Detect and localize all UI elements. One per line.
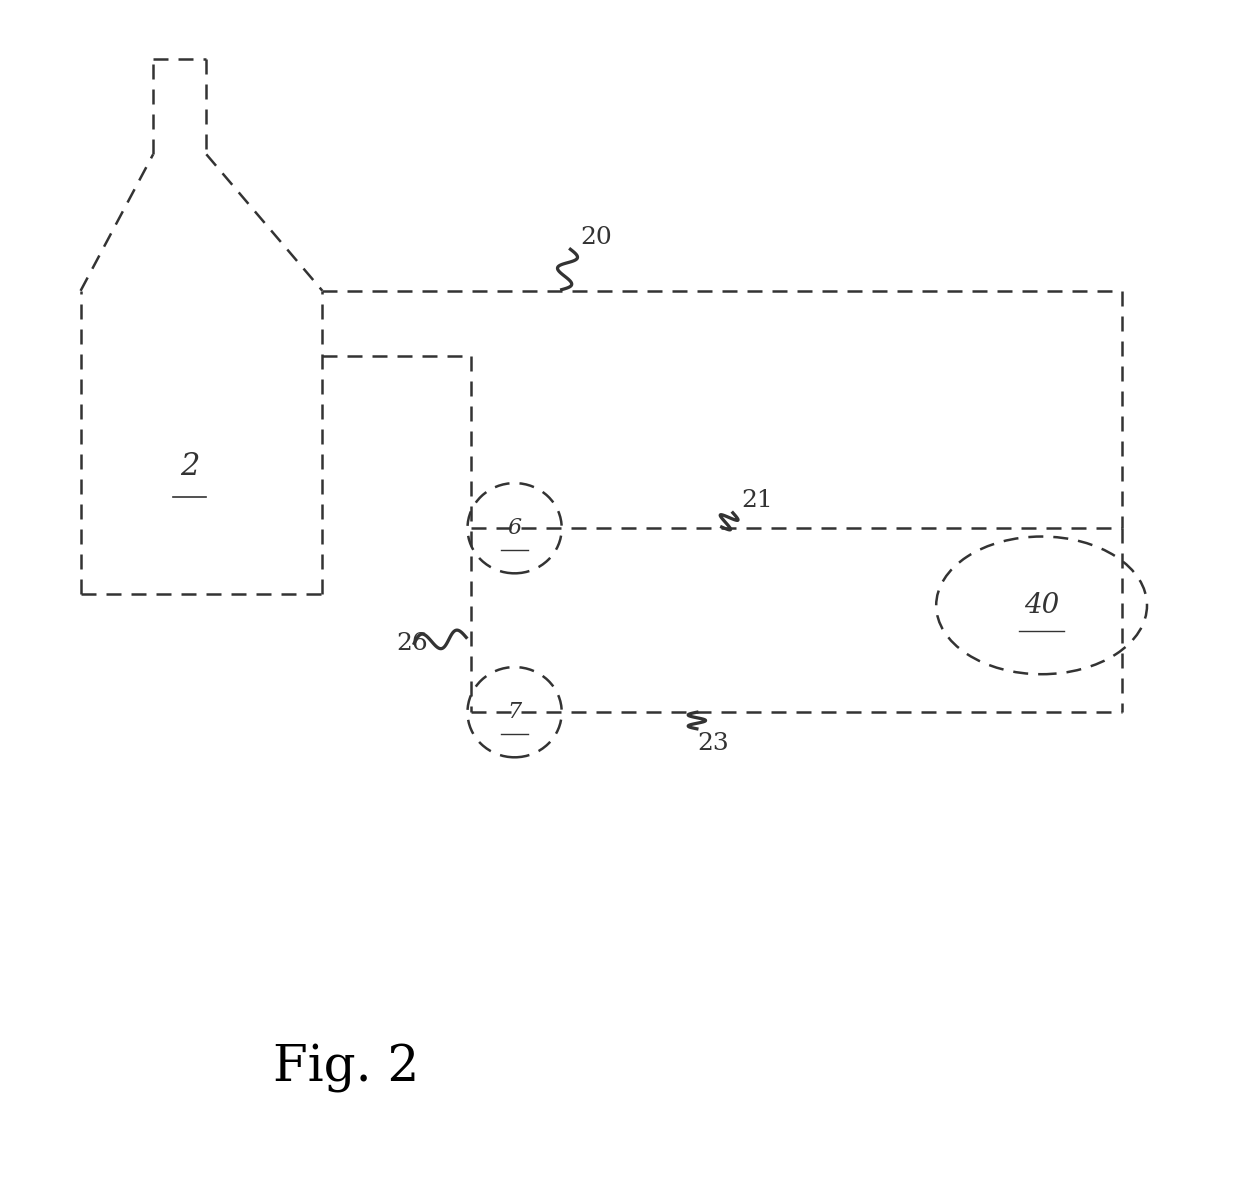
Text: 7: 7 bbox=[507, 702, 522, 723]
Text: 26: 26 bbox=[397, 631, 429, 655]
Text: 21: 21 bbox=[742, 489, 774, 513]
Text: 20: 20 bbox=[580, 226, 613, 249]
Text: 2: 2 bbox=[180, 451, 200, 482]
Text: 23: 23 bbox=[697, 731, 729, 755]
Text: Fig. 2: Fig. 2 bbox=[273, 1043, 419, 1093]
Text: 6: 6 bbox=[507, 518, 522, 539]
Text: 40: 40 bbox=[1024, 592, 1059, 618]
